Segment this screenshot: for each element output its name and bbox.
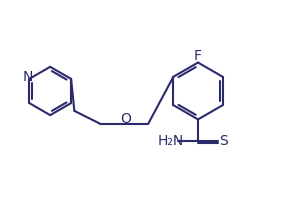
Text: H₂N: H₂N: [158, 134, 184, 148]
Text: F: F: [194, 49, 202, 63]
Text: O: O: [120, 112, 131, 126]
Text: N: N: [23, 70, 33, 84]
Text: S: S: [219, 134, 228, 148]
